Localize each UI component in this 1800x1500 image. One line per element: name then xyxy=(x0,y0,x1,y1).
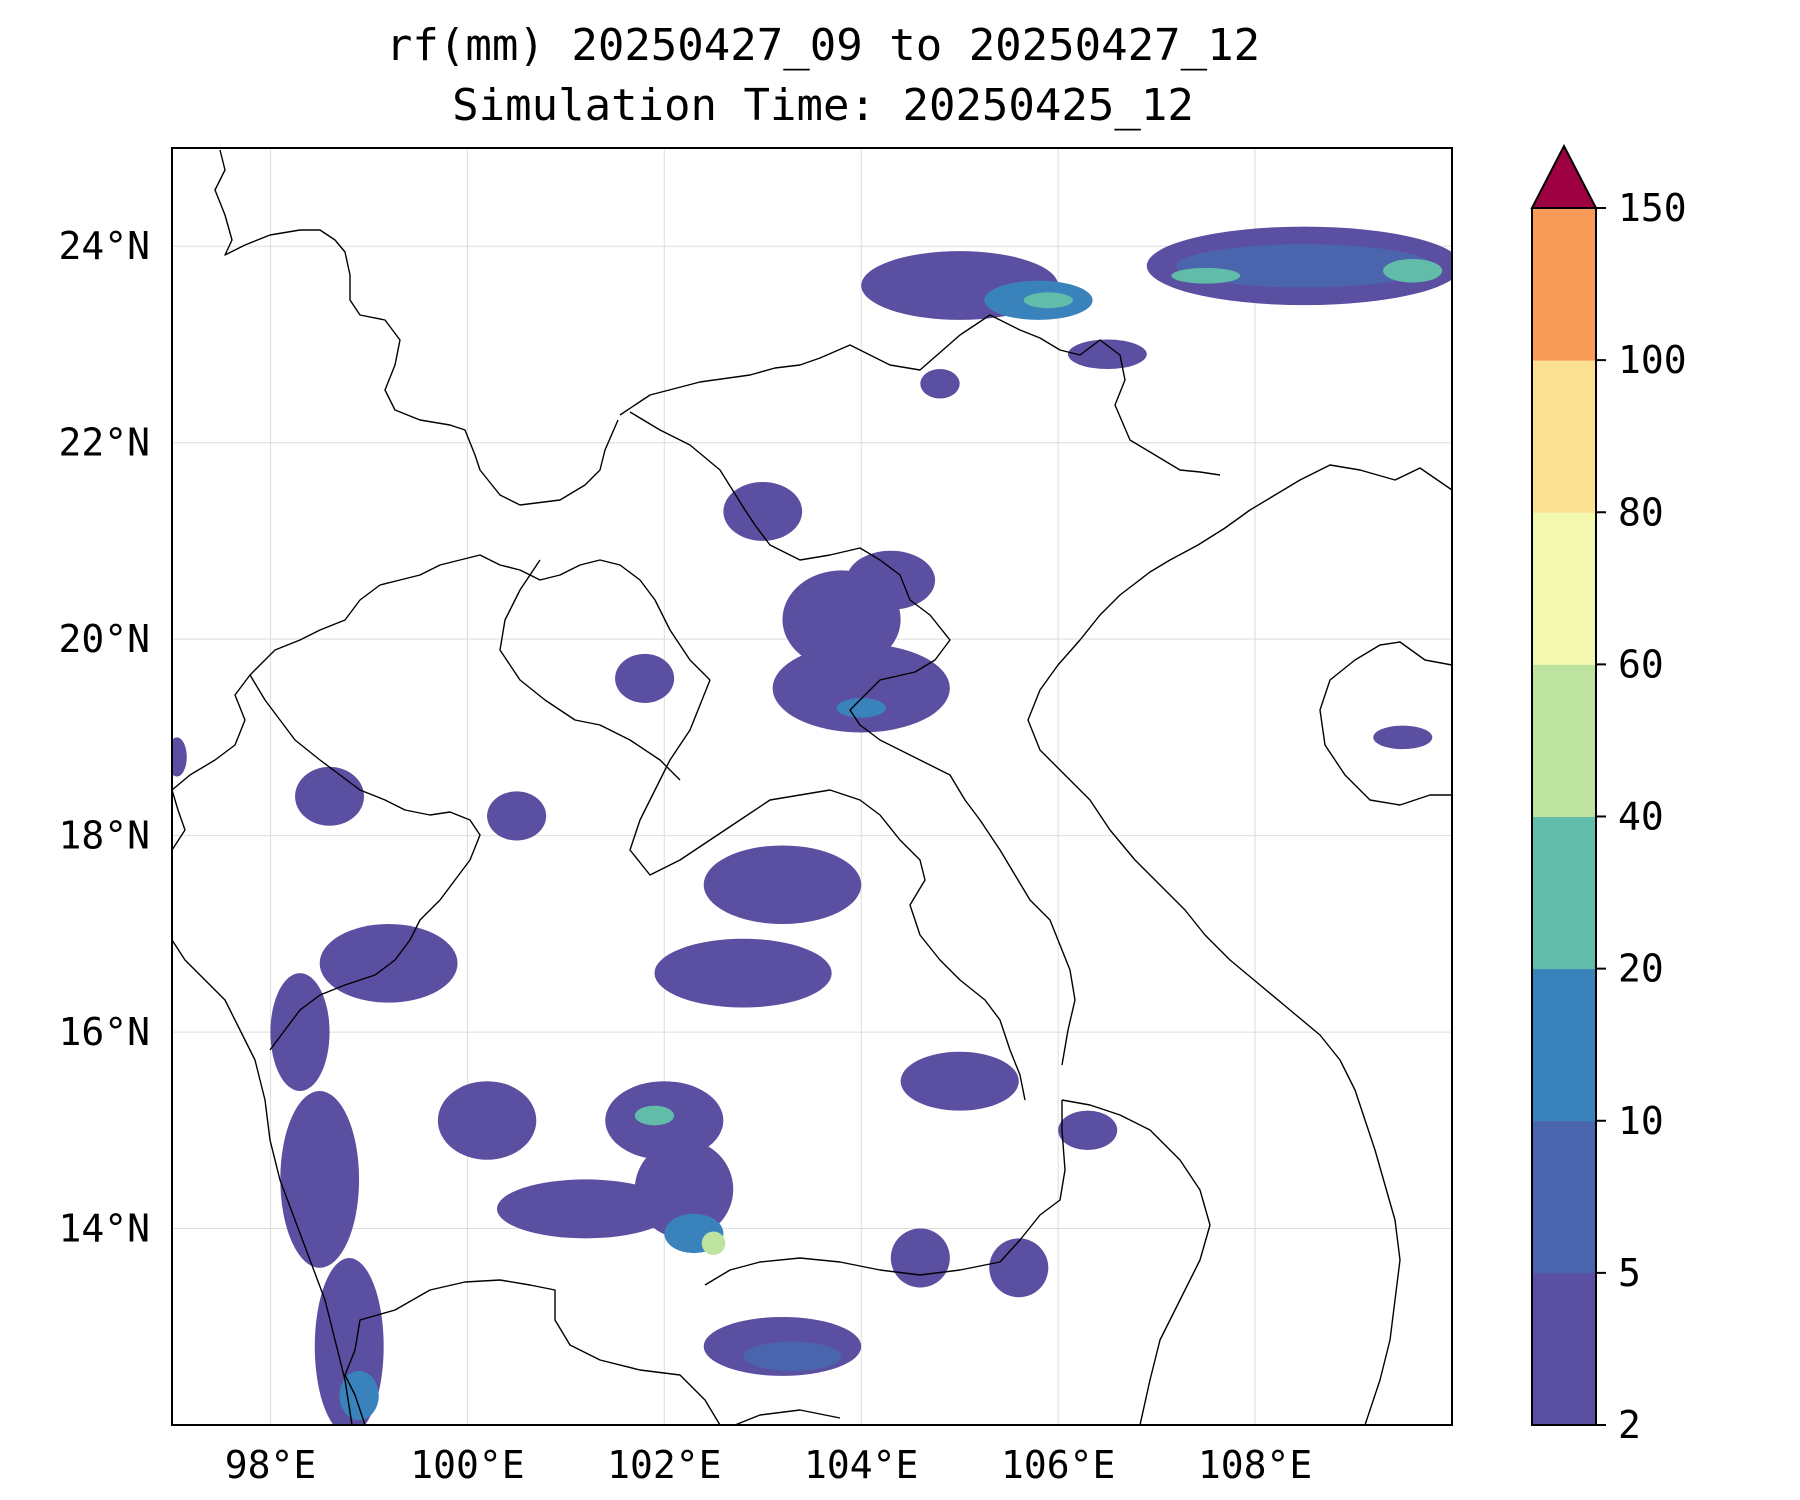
lon-tick-label-3: 104°E xyxy=(804,1443,918,1487)
colorbar-label-7: 100 xyxy=(1618,338,1687,382)
thailand-myanmar-north-border xyxy=(249,674,481,1051)
rain-area-10 xyxy=(846,550,936,610)
colorbar-label-5: 60 xyxy=(1618,642,1664,686)
lon-tick-label-2: 102°E xyxy=(607,1443,721,1487)
coastlines-and-borders xyxy=(172,149,1452,1425)
colorbar: 2 5 10 20 40 60 80 100 150 xyxy=(1530,143,1687,1447)
rain-area-31 xyxy=(1373,725,1433,750)
rain-area-7 xyxy=(772,644,950,733)
rain-area-36 xyxy=(1058,1110,1118,1150)
rain-area-34 xyxy=(487,791,547,841)
colorbar-label-1: 5 xyxy=(1618,1251,1641,1295)
thailand-laos-mekong-border xyxy=(629,679,1026,1101)
rain-area-29 xyxy=(989,1238,1049,1298)
rain-area-4 xyxy=(1176,244,1433,288)
colorbar-bin-6 xyxy=(1532,360,1596,513)
rain-area-2 xyxy=(1023,292,1073,309)
map-frame xyxy=(171,147,1453,1426)
myanmar-china-border xyxy=(214,149,619,506)
rain-area-18 xyxy=(743,1341,842,1371)
title-line-1: rf(mm) 20250427_09 to 20250427_12 xyxy=(386,20,1260,71)
colorbar-bin-2 xyxy=(1532,968,1596,1122)
rain-area-20 xyxy=(437,1081,537,1160)
laos-vietnam-border xyxy=(629,411,1076,1066)
vietnam-china-coastline xyxy=(1027,464,1452,1425)
rain-area-6 xyxy=(1171,267,1241,284)
myanmar-laos-thailand-border xyxy=(172,554,711,851)
colorbar-bin-4 xyxy=(1532,664,1596,817)
title-line-2: Simulation Time: 20250425_12 xyxy=(452,80,1194,131)
rain-area-24 xyxy=(270,973,330,1092)
rain-area-8 xyxy=(836,698,886,718)
lon-tick-label-5: 108°E xyxy=(1198,1443,1312,1487)
rain-area-30 xyxy=(890,1228,950,1288)
rain-area-13 xyxy=(634,1105,675,1126)
lon-tick-label-1: 100°E xyxy=(410,1443,524,1487)
lat-tick-label-3: 20°N xyxy=(58,617,150,661)
colorbar-bin-5 xyxy=(1532,512,1596,665)
thailand-cambodia-border xyxy=(704,1100,1066,1286)
rain-area-37 xyxy=(920,369,960,399)
rainfall-layer xyxy=(172,226,1452,1425)
colorbar-label-6: 80 xyxy=(1618,490,1664,534)
cambodia-coastline xyxy=(734,1409,841,1425)
colorbar-bin-1 xyxy=(1532,1120,1596,1274)
lat-tick-label-0: 14°N xyxy=(58,1207,150,1251)
gulf-of-thailand-coastline xyxy=(344,1279,721,1425)
rain-area-28 xyxy=(900,1051,1019,1111)
lat-tick-label-1: 16°N xyxy=(58,1010,150,1054)
colorbar-label-0: 2 xyxy=(1618,1403,1641,1447)
china-vietnam-border xyxy=(619,314,1221,476)
lat-tick-label-2: 18°N xyxy=(58,814,150,858)
hainan-coastline xyxy=(1319,641,1452,806)
lon-tick-label-4: 106°E xyxy=(1001,1443,1115,1487)
map-panel: 98°E 100°E 102°E 104°E 106°E 108°E 14°N 16°N 18… xyxy=(58,147,1453,1487)
thailand-myanmar-west-border xyxy=(172,939,353,1425)
cambodia-vietnam-border xyxy=(1061,1099,1211,1425)
rain-area-35 xyxy=(615,653,675,704)
rain-area-27 xyxy=(703,845,862,925)
colorbar-label-8: 150 xyxy=(1618,186,1687,230)
colorbar-extend-triangle xyxy=(1530,143,1598,209)
colorbar-label-2: 10 xyxy=(1618,1099,1664,1143)
lat-tick-label-5: 24°N xyxy=(58,224,150,268)
lat-tick-label-4: 22°N xyxy=(58,421,150,465)
rain-area-38 xyxy=(1068,339,1147,370)
rain-area-19 xyxy=(496,1179,675,1239)
rain-area-26 xyxy=(654,938,832,1008)
rain-area-32 xyxy=(172,737,187,777)
gridlines xyxy=(172,148,1452,1425)
rain-area-11 xyxy=(723,481,803,541)
laos-interior-border xyxy=(499,559,681,781)
longitude-ticks: 98°E 100°E 102°E 104°E 106°E 108°E xyxy=(225,1443,1313,1487)
colorbar-bin-0 xyxy=(1532,1272,1596,1426)
rain-area-33 xyxy=(295,766,364,826)
rain-area-16 xyxy=(701,1231,726,1256)
rain-area-23 xyxy=(280,1091,360,1268)
rain-area-5 xyxy=(1383,259,1443,283)
latitude-ticks: 14°N 16°N 18°N 20°N 22°N 24°N xyxy=(58,224,150,1250)
colorbar-bin-7 xyxy=(1532,208,1596,361)
lon-tick-label-0: 98°E xyxy=(225,1443,317,1487)
map-background xyxy=(172,148,1452,1425)
colorbar-label-4: 40 xyxy=(1618,795,1664,839)
colorbar-bin-3 xyxy=(1532,816,1596,970)
colorbar-label-3: 20 xyxy=(1618,947,1664,991)
rain-area-25 xyxy=(319,924,458,1003)
